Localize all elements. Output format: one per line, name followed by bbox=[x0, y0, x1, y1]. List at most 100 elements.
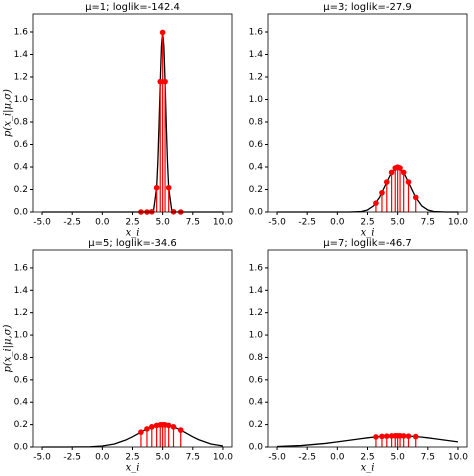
stem-marker bbox=[144, 426, 150, 432]
subplot-title: μ=5; loglik=-34.6 bbox=[88, 238, 177, 249]
y-tick-label: 1.0 bbox=[249, 331, 264, 341]
y-tick-label: 1.6 bbox=[249, 263, 264, 273]
y-tick-label: 1.4 bbox=[249, 286, 264, 296]
x-axis-label: x_i bbox=[126, 463, 140, 474]
stem-marker bbox=[383, 433, 390, 439]
y-tick-label: 1.6 bbox=[14, 28, 29, 38]
stem-marker bbox=[153, 184, 160, 191]
stem-marker bbox=[165, 184, 172, 191]
axes-frame bbox=[267, 13, 468, 213]
y-tick-label: 1.2 bbox=[249, 73, 263, 83]
stem-marker bbox=[400, 433, 407, 439]
x-tick-label: 10.0 bbox=[448, 218, 468, 228]
y-tick-label: 1.0 bbox=[14, 95, 29, 105]
y-tick-label: 0.6 bbox=[249, 375, 264, 385]
stem-marker bbox=[162, 78, 168, 85]
x-tick-label: 5.0 bbox=[390, 453, 405, 463]
stem-marker bbox=[379, 433, 385, 440]
y-tick-label: 0.0 bbox=[249, 208, 264, 218]
y-tick-label: 0.6 bbox=[249, 140, 264, 150]
subplot-title: μ=7; loglik=-46.7 bbox=[323, 238, 412, 249]
x-tick-label: 0.0 bbox=[330, 453, 345, 463]
stem-marker bbox=[157, 78, 164, 85]
x-tick-label: -2.5 bbox=[298, 453, 316, 463]
stem-marker bbox=[405, 433, 412, 439]
stem-marker bbox=[400, 169, 407, 176]
x-tick-label: -5.0 bbox=[268, 218, 286, 228]
stem-marker bbox=[165, 422, 172, 429]
y-tick-label: 1.2 bbox=[14, 308, 28, 318]
x-tick-label: 7.5 bbox=[186, 453, 200, 463]
x-tick-label: 7.5 bbox=[421, 218, 435, 228]
y-tick-label: 1.0 bbox=[249, 95, 264, 105]
y-tick-label: 0.6 bbox=[14, 375, 29, 385]
density-curve bbox=[277, 166, 458, 213]
y-tick-label: 1.2 bbox=[14, 73, 28, 83]
stem-marker bbox=[412, 433, 419, 440]
y-tick-label: 0.4 bbox=[14, 163, 29, 173]
y-tick-label: 0.8 bbox=[14, 353, 29, 363]
stem-marker bbox=[388, 169, 395, 176]
y-tick-label: 0.2 bbox=[249, 185, 263, 195]
stem-marker bbox=[412, 194, 419, 201]
density-curve bbox=[42, 423, 224, 448]
axes-frame bbox=[32, 249, 233, 448]
x-tick-label: -5.0 bbox=[268, 453, 286, 463]
x-tick-label: 0.0 bbox=[330, 218, 345, 228]
y-tick-label: 0.0 bbox=[14, 443, 29, 453]
y-tick-label: 1.6 bbox=[14, 263, 29, 273]
x-axis-label: x_i bbox=[126, 228, 140, 239]
stem-marker bbox=[373, 434, 379, 440]
subplot: μ=5; loglik=-34.6 -5.0 -2.5 0.0 2.5 5.0 7.5 10.… bbox=[3, 238, 234, 474]
x-tick-label: 10.0 bbox=[213, 218, 233, 228]
y-tick-label: 1.4 bbox=[14, 50, 29, 60]
y-tick-label: 0.2 bbox=[14, 420, 28, 430]
x-tick-label: -2.5 bbox=[63, 453, 81, 463]
y-tick-label: 1.4 bbox=[249, 50, 264, 60]
x-tick-label: -2.5 bbox=[298, 218, 316, 228]
x-tick-label: 5.0 bbox=[155, 453, 170, 463]
y-tick-label: 0.4 bbox=[249, 163, 264, 173]
x-tick-label: 10.0 bbox=[448, 453, 468, 463]
axes-frame bbox=[267, 249, 468, 448]
x-tick-label: 10.0 bbox=[213, 453, 233, 463]
y-tick-label: 0.2 bbox=[14, 185, 28, 195]
x-tick-label: 2.5 bbox=[125, 218, 139, 228]
x-tick-label: -5.0 bbox=[33, 453, 51, 463]
y-axis-label: p(x_i|μ,σ) bbox=[3, 324, 14, 372]
stem-marker bbox=[373, 200, 379, 206]
stem-marker bbox=[383, 179, 390, 185]
stem-marker bbox=[177, 427, 184, 433]
stem-marker bbox=[405, 179, 412, 185]
y-tick-label: 0.8 bbox=[249, 353, 264, 363]
x-tick-label: -5.0 bbox=[33, 218, 51, 228]
y-tick-label: 0.4 bbox=[14, 398, 29, 408]
stem-marker bbox=[379, 189, 385, 196]
x-tick-label: 5.0 bbox=[155, 218, 170, 228]
y-tick-label: 1.6 bbox=[249, 28, 264, 38]
axes-frame bbox=[32, 13, 233, 213]
stem-marker bbox=[148, 424, 155, 430]
x-axis-label: x_i bbox=[361, 228, 375, 239]
x-tick-label: 5.0 bbox=[390, 218, 405, 228]
y-tick-label: 0.0 bbox=[249, 443, 264, 453]
subplot: μ=7; loglik=-46.7 -5.0 -2.5 0.0 2.5 5.0 7.5 10.… bbox=[249, 238, 469, 474]
subplot: μ=1; loglik=-142.4 -5.0 -2.5 0.0 2.5 5.0 7.5 10… bbox=[3, 2, 234, 239]
x-axis-label: x_i bbox=[361, 463, 375, 474]
y-tick-label: 0.2 bbox=[249, 420, 263, 430]
subplot-title: μ=1; loglik=-142.4 bbox=[85, 2, 180, 13]
x-tick-label: 2.5 bbox=[360, 453, 374, 463]
x-tick-label: 2.5 bbox=[125, 453, 139, 463]
x-tick-label: 7.5 bbox=[186, 218, 200, 228]
x-tick-label: 0.0 bbox=[95, 453, 110, 463]
x-tick-label: -2.5 bbox=[63, 218, 81, 228]
y-tick-label: 1.0 bbox=[14, 331, 29, 341]
y-axis-label: p(x_i|μ,σ) bbox=[3, 89, 14, 137]
subplot: μ=3; loglik=-27.9 -5.0 -2.5 0.0 2.5 5.0 7.5 10.… bbox=[249, 2, 469, 239]
stem-marker bbox=[159, 29, 166, 36]
stem-marker bbox=[138, 429, 144, 435]
density-curve bbox=[42, 32, 223, 213]
y-tick-label: 1.4 bbox=[14, 286, 29, 296]
y-tick-label: 0.8 bbox=[249, 118, 264, 128]
